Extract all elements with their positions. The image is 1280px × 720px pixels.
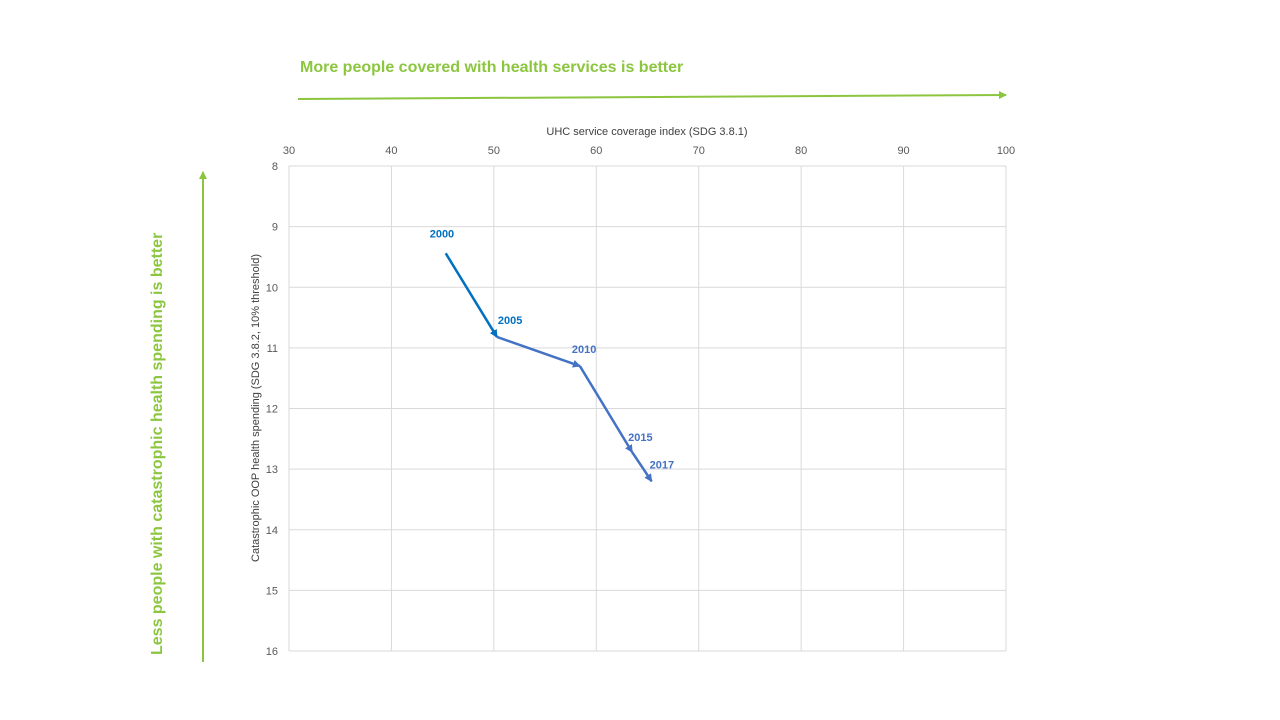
data-label: 2005: [498, 315, 522, 327]
trajectory-segment: [631, 451, 653, 483]
trajectory-segment: [496, 335, 581, 368]
data-label: 2000: [430, 228, 454, 240]
x-tick-label: 50: [488, 145, 500, 157]
data-label: 2017: [650, 459, 674, 471]
x-tick-label: 100: [997, 145, 1015, 157]
x-direction-arrow: [297, 91, 1007, 100]
y-tick-label: 10: [266, 282, 278, 294]
trajectory-segment: [578, 365, 634, 454]
x-tick-label: 30: [283, 145, 295, 157]
y-tick-label: 13: [266, 464, 278, 476]
x-tick-label: 70: [693, 145, 705, 157]
x-direction-annotation: More people covered with health services…: [300, 59, 683, 76]
x-tick-label: 90: [897, 145, 909, 157]
y-tick-label: 11: [267, 343, 278, 355]
y-axis-label: Catastrophic OOP health spending (SDG 3.…: [250, 254, 262, 562]
y-direction-annotation: Less people with catastrophic health spe…: [149, 233, 166, 655]
data-label: 2015: [628, 432, 652, 444]
x-tick-label: 60: [590, 145, 602, 157]
x-axis-label: UHC service coverage index (SDG 3.8.1): [546, 126, 747, 138]
trajectory-segment: [444, 252, 498, 338]
data-label: 2010: [572, 344, 596, 356]
y-tick-label: 16: [266, 646, 278, 658]
y-tick-label: 9: [272, 222, 278, 234]
y-tick-label: 14: [266, 525, 278, 537]
y-tick-label: 15: [266, 585, 278, 597]
y-tick-label: 12: [266, 404, 278, 416]
x-tick-label: 80: [795, 145, 807, 157]
y-tick-label: 8: [272, 161, 278, 173]
x-tick-label: 40: [385, 145, 397, 157]
